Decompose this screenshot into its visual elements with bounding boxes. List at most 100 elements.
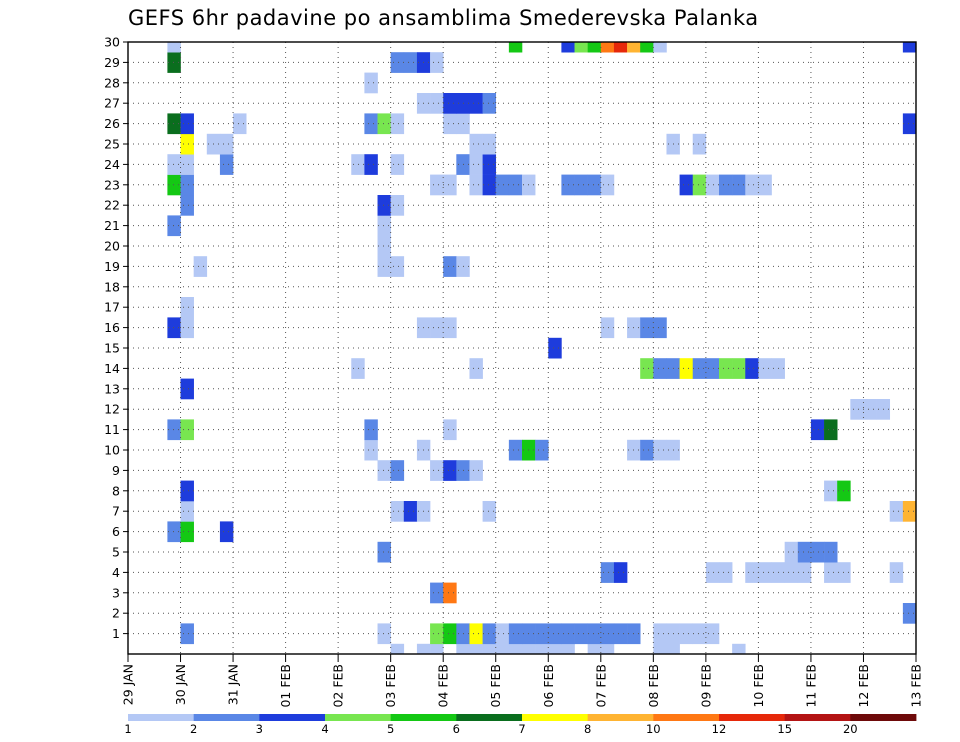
heatmap-cell	[180, 297, 194, 318]
y-tick-label: 10	[104, 443, 120, 458]
heatmap-cell	[679, 623, 694, 645]
x-tick-label: 12 FEB	[856, 664, 871, 708]
legend-swatch	[128, 714, 195, 721]
x-tick-label: 13 FEB	[909, 664, 924, 708]
heatmap-cell	[430, 317, 444, 339]
heatmap-cell	[430, 643, 444, 655]
heatmap-cell	[640, 317, 654, 339]
heatmap-cell	[377, 541, 391, 563]
heatmap-cell	[167, 317, 181, 339]
heatmap-cell	[430, 174, 444, 196]
heatmap-cell	[495, 643, 510, 655]
heatmap-cell	[180, 195, 194, 216]
legend-swatch	[193, 714, 260, 721]
y-tick-label: 3	[112, 585, 120, 600]
y-tick-label: 22	[104, 198, 120, 213]
chart-title: GEFS 6hr padavine po ansamblima Smederev…	[128, 6, 759, 30]
y-tick-label: 26	[104, 116, 120, 131]
heatmap-cell	[377, 235, 391, 257]
heatmap-cell	[180, 623, 194, 645]
legend-label: 5	[387, 722, 394, 736]
heatmap-cell	[180, 501, 194, 522]
heatmap-cells	[167, 42, 917, 655]
legend-label: 4	[321, 722, 328, 736]
heatmap-cell	[443, 582, 457, 604]
heatmap-cell	[850, 399, 864, 420]
legend-label: 1	[124, 722, 131, 736]
heatmap-cell	[902, 501, 917, 522]
heatmap-cell	[640, 42, 654, 53]
heatmap-cell	[180, 480, 194, 502]
heatmap-cell	[653, 317, 667, 339]
heatmap-cell	[810, 541, 825, 563]
heatmap-cell	[390, 195, 405, 216]
heatmap-cell	[587, 623, 602, 645]
heatmap-cell	[456, 643, 470, 655]
heatmap-cell	[574, 174, 588, 196]
heatmap-cell	[364, 113, 378, 135]
heatmap-cell	[600, 42, 615, 53]
y-tick-label: 14	[104, 361, 120, 376]
heatmap-cell	[902, 42, 917, 53]
heatmap-cell	[705, 358, 720, 379]
heatmap-cell	[627, 42, 641, 53]
legend-swatch	[259, 714, 326, 721]
heatmap-cell	[719, 358, 733, 379]
legend-swatch	[850, 714, 917, 721]
heatmap-cell	[482, 623, 497, 645]
heatmap-cell	[561, 42, 575, 53]
heatmap-cell	[824, 419, 838, 441]
heatmap-cell	[653, 358, 667, 379]
x-tick-label: 01 FEB	[278, 664, 293, 708]
heatmap-cell	[705, 174, 720, 196]
heatmap-cell	[810, 419, 825, 441]
heatmap-cell	[784, 541, 799, 563]
x-axis: 29 JAN 30 JAN 31 JAN 01 FEB 02 FEB 03 FEB 04 F…	[121, 654, 924, 708]
legend-label: 7	[518, 722, 525, 736]
heatmap-cell	[377, 460, 391, 481]
heatmap-cell	[692, 623, 707, 645]
heatmap-cell	[180, 317, 194, 339]
legend-label: 8	[584, 722, 591, 736]
legend-swatch	[456, 714, 523, 721]
heatmap-cell	[167, 215, 181, 237]
x-tick-label: 09 FEB	[698, 664, 713, 708]
x-tick-label: 08 FEB	[646, 664, 661, 708]
legend-label: 12	[712, 722, 727, 736]
heatmap-cell	[390, 113, 405, 135]
heatmap-cell	[469, 154, 483, 175]
heatmap-cell	[653, 643, 667, 655]
x-tick-label: 06 FEB	[541, 664, 556, 708]
heatmap-cell	[824, 480, 838, 502]
y-tick-label: 12	[104, 402, 120, 417]
y-tick-label: 23	[104, 177, 120, 192]
heatmap-cell	[219, 133, 234, 155]
heatmap-cell	[548, 337, 562, 359]
heatmap-cell	[377, 113, 391, 135]
y-axis: 1234567891011121314151617181920212223242…	[104, 35, 128, 641]
y-tick-label: 15	[104, 341, 120, 356]
heatmap-cell	[482, 154, 497, 175]
heatmap-cell	[653, 439, 667, 461]
heatmap-cell	[443, 113, 457, 135]
legend-swatch	[784, 714, 851, 721]
heatmap-cell	[167, 42, 181, 53]
heatmap-cell	[430, 582, 444, 604]
heatmap-cell	[219, 521, 234, 543]
y-tick-label: 28	[104, 75, 120, 90]
y-tick-label: 21	[104, 218, 120, 233]
heatmap-cell	[561, 643, 575, 655]
heatmap-cell	[390, 643, 405, 655]
x-tick-label: 10 FEB	[751, 664, 766, 708]
heatmap-cell	[600, 174, 615, 196]
heatmap-cell	[180, 154, 194, 175]
heatmap-cell	[469, 93, 483, 114]
heatmap-cell	[902, 113, 917, 135]
heatmap-cell	[364, 154, 378, 175]
heatmap-cell	[705, 623, 720, 645]
x-tick-label: 03 FEB	[383, 664, 398, 708]
heatmap-cell	[430, 52, 444, 73]
heatmap-cell	[587, 174, 602, 196]
heatmap-cell	[600, 562, 615, 583]
